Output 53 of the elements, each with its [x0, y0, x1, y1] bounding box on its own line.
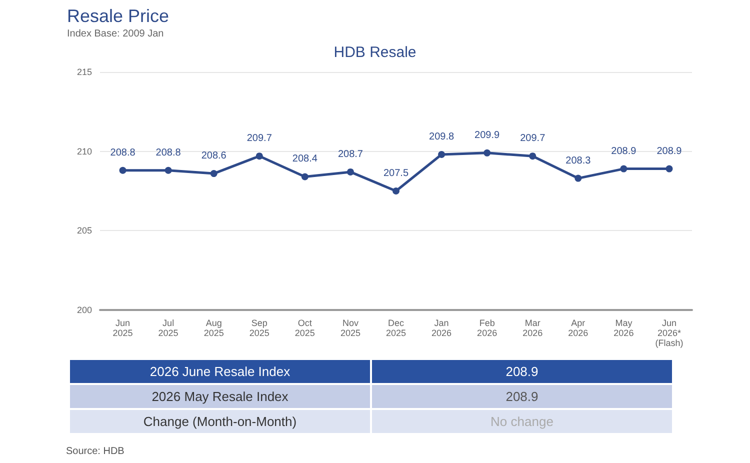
category-label: 2026 May Resale Index	[70, 385, 370, 408]
y-tick-label: 205	[76, 226, 92, 236]
data-label: 208.8	[156, 147, 182, 158]
data-label: 208.8	[110, 147, 136, 158]
x-tick-label: Sep 2025	[249, 318, 270, 338]
text: 208.9	[506, 364, 538, 379]
chart-title: Resale Price	[67, 6, 170, 26]
point	[529, 152, 536, 160]
point	[164, 166, 172, 174]
x-tick-label: Aug 2025	[204, 318, 224, 338]
point	[438, 151, 446, 158]
data-label: 208.6	[201, 150, 227, 162]
point	[574, 174, 582, 182]
category-label: Change (Month-on-Month)	[70, 410, 370, 433]
chart-subtitle: Index Base: 2009 Jan	[67, 28, 164, 40]
y-tick-label: 215	[76, 67, 92, 77]
point	[119, 166, 126, 174]
x-tick-label: Jun 2026* (Flash)	[655, 318, 684, 348]
x-tick-label: May 2026	[614, 318, 634, 338]
y-tick-label: 210	[76, 146, 92, 156]
point	[256, 152, 263, 160]
text: No change	[490, 414, 554, 429]
data-label: 209.8	[429, 132, 454, 143]
data-label: 208.4	[292, 154, 318, 165]
data-label: 208.9	[656, 146, 682, 157]
point	[620, 165, 628, 172]
x-tick-label: Oct 2025	[294, 318, 315, 338]
data-label: 209.9	[474, 130, 500, 141]
x-tick-label: Feb 2026	[477, 318, 498, 338]
source-note: Source: HDB	[66, 446, 124, 457]
data-label: 209.7	[246, 133, 272, 144]
data-label: 208.9	[611, 146, 637, 157]
x-tick-label: Jul 2025	[158, 318, 178, 338]
x-tick-label: Apr 2026	[568, 318, 588, 338]
data-label: 209.7	[520, 133, 546, 144]
point	[484, 149, 491, 156]
point	[301, 173, 308, 180]
point	[346, 168, 354, 176]
x-tick-label: Mar 2026	[522, 318, 543, 338]
point	[392, 188, 400, 194]
text: 208.9	[506, 389, 538, 404]
text: HDB Resale	[334, 44, 416, 61]
point	[666, 165, 673, 172]
y-tick-label: 200	[76, 305, 92, 315]
point	[210, 170, 218, 178]
data-label: 208.7	[338, 148, 364, 160]
x-tick-label: Jun 2025	[112, 318, 133, 338]
data-label: 207.5	[383, 168, 409, 179]
x-tick-label: Nov 2025	[340, 318, 360, 338]
category-label: 2026 June Resale Index	[70, 360, 370, 383]
data-label: 208.3	[566, 155, 592, 166]
x-tick-label: Jan 2026	[432, 318, 452, 338]
x-tick-label: Dec 2025	[386, 318, 406, 338]
